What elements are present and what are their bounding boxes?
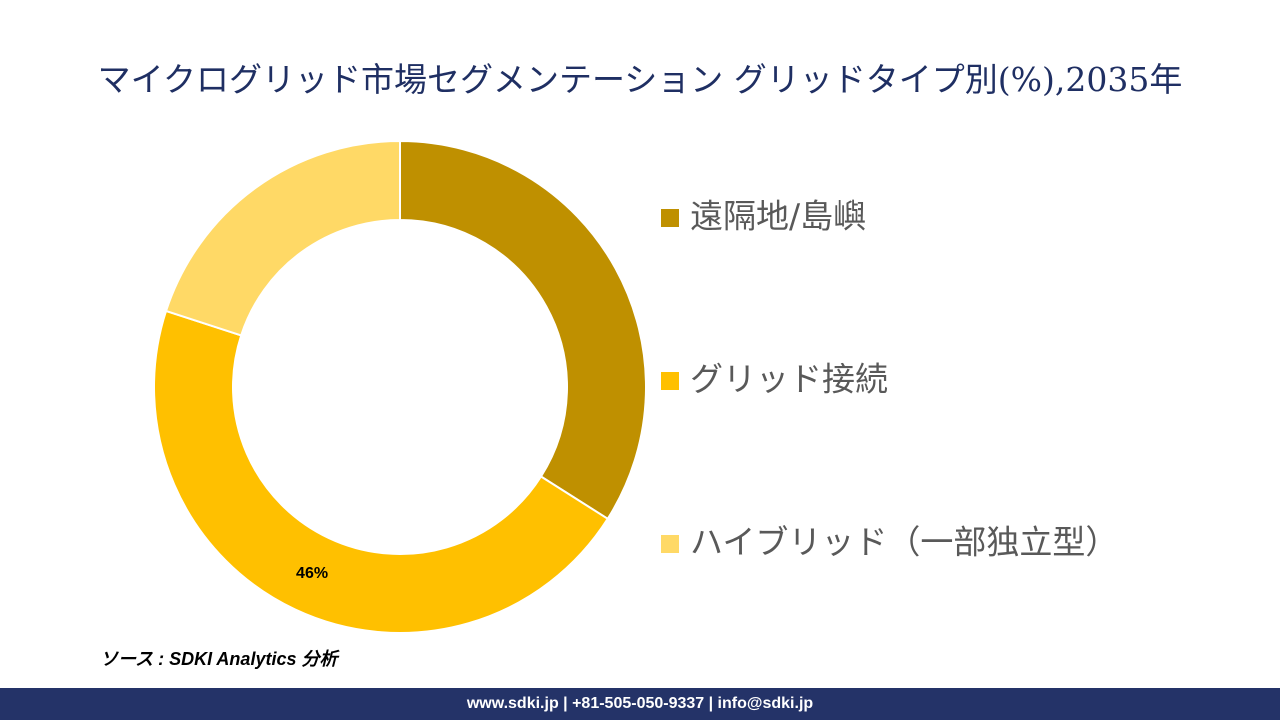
legend-swatch bbox=[661, 372, 679, 390]
donut-segment bbox=[153, 309, 610, 634]
chart-title: マイクログリッド市場セグメンテーション グリッドタイプ別(%),2035年 bbox=[98, 60, 1183, 99]
legend-label: 遠隔地/島嶼 bbox=[690, 197, 866, 236]
footer-text: www.sdki.jp | +81-505-050-9337 | info@sd… bbox=[466, 695, 814, 712]
legend-label: グリッド接続 bbox=[690, 360, 888, 399]
legend-swatch bbox=[661, 209, 679, 227]
source: ソース : SDKI Analytics 分析 bbox=[100, 649, 340, 669]
donut-segment bbox=[164, 139, 401, 337]
data-label: 46% bbox=[296, 565, 328, 582]
donut-segment bbox=[399, 139, 647, 521]
footer-bar bbox=[0, 688, 1280, 720]
legend-swatch bbox=[661, 535, 679, 553]
legend-label: ハイブリッド（一部独立型） bbox=[690, 523, 1118, 562]
